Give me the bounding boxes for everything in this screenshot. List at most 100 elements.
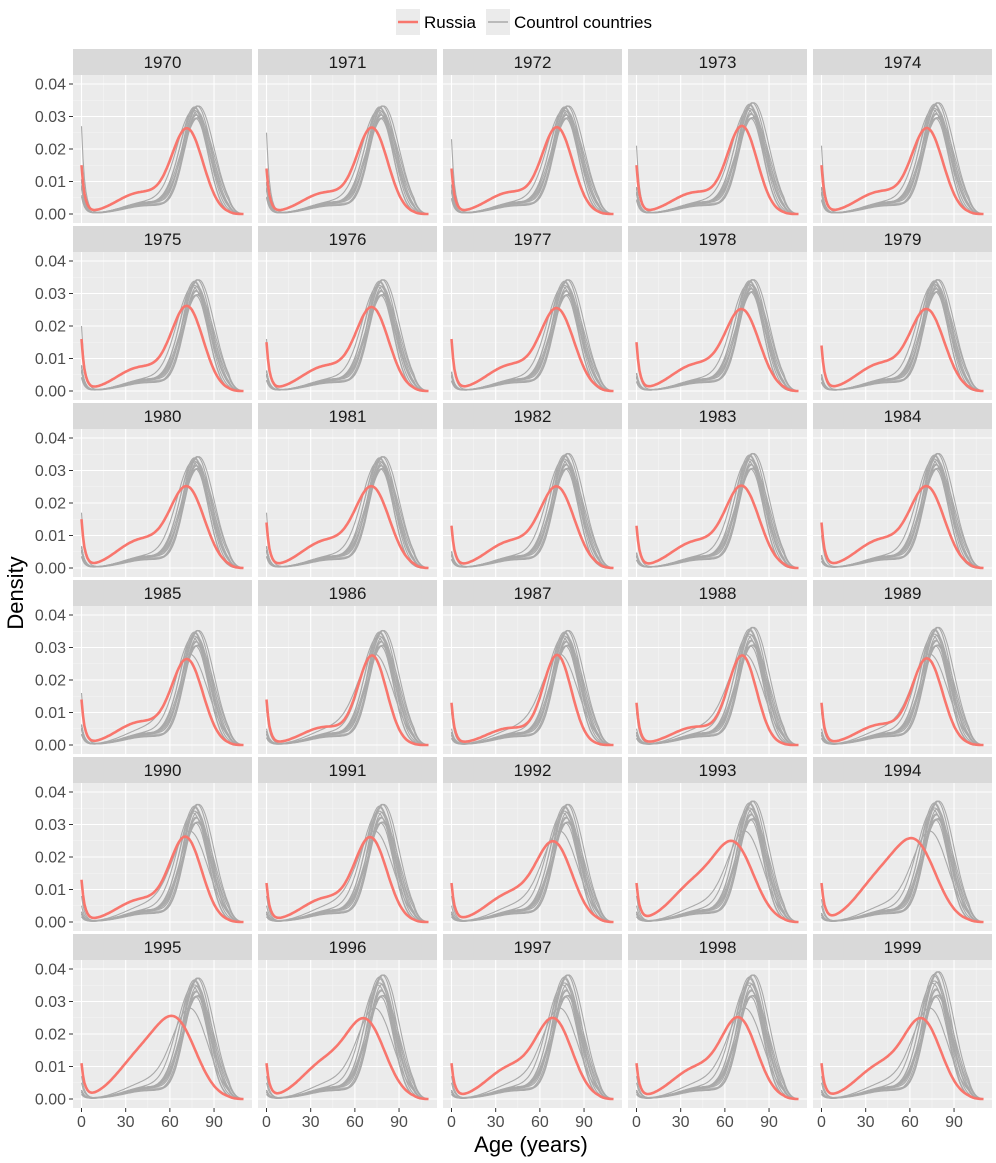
facet-panel-1970: 1970	[73, 49, 252, 223]
control-country-line	[265, 636, 429, 746]
facet-strip-label: 1981	[329, 407, 367, 426]
x-tick-label: 0	[262, 1114, 271, 1131]
facet-strip	[258, 934, 437, 960]
control-country-line	[821, 994, 984, 1100]
control-country-line	[820, 459, 984, 569]
facet-strip-label: 1970	[144, 53, 182, 72]
facet-panel-1992: 1992	[443, 757, 622, 931]
control-country-line	[821, 808, 984, 923]
facet-strip	[443, 757, 622, 783]
facet-panel-1994: 1994	[813, 757, 992, 931]
y-tick-label: 0.04	[35, 608, 66, 625]
x-tick-label: 60	[901, 1114, 919, 1131]
control-country-line	[820, 116, 984, 215]
facet-panel-1980: 1980	[73, 403, 252, 577]
russia-line	[450, 484, 614, 570]
facet-strip-label: 1997	[514, 938, 552, 957]
russia-line	[450, 125, 614, 216]
control-country-line	[265, 830, 429, 923]
facet-strip-label: 1977	[514, 230, 552, 249]
control-country-line	[80, 293, 244, 392]
facet-panel-1974: 1974	[813, 49, 992, 223]
control-country-line	[636, 983, 799, 1100]
facet-strip-label: 1996	[329, 938, 367, 957]
control-country-line	[265, 653, 429, 746]
x-tick-label: 60	[531, 1114, 549, 1131]
control-country-line	[450, 117, 614, 215]
y-tick-label: 0.03	[35, 994, 66, 1011]
facet-panel-1988: 1988	[628, 580, 807, 754]
x-tick-label: 0	[77, 1114, 86, 1131]
facet-strip	[443, 580, 622, 606]
facet-strip-label: 1993	[699, 761, 737, 780]
x-tick-label: 90	[945, 1114, 963, 1131]
control-country-line	[265, 293, 429, 392]
x-axis-title: Age (years)	[474, 1132, 588, 1157]
facet-strip-label: 1980	[144, 407, 182, 426]
facet-strip-label: 1995	[144, 938, 182, 957]
facet-plot-area	[73, 960, 252, 1108]
y-tick-label: 0.03	[35, 817, 66, 834]
control-country-line	[80, 830, 244, 923]
y-tick-label: 0.00	[35, 207, 66, 224]
facet-strip	[628, 580, 807, 606]
russia-line	[265, 484, 429, 570]
facet-strip-label: 1974	[884, 53, 922, 72]
facet-strip	[443, 226, 622, 252]
y-tick-label: 0.04	[35, 962, 66, 979]
russia-line	[450, 839, 614, 924]
facet-plot-area	[443, 252, 622, 400]
facet-plot-area	[258, 606, 437, 754]
facet-plot-area	[258, 429, 437, 577]
y-tick-label: 0.02	[35, 142, 66, 159]
facet-strip	[813, 226, 992, 252]
facet-strip	[813, 934, 992, 960]
control-country-line	[821, 290, 984, 392]
control-country-line	[821, 818, 984, 923]
control-country-line	[820, 108, 984, 215]
facet-plot-area	[443, 960, 622, 1108]
russia-line	[820, 657, 984, 747]
control-country-line	[635, 284, 799, 392]
russia-line	[820, 1016, 984, 1101]
control-country-line	[450, 459, 614, 569]
control-country-line	[266, 644, 429, 746]
russia-line	[820, 126, 984, 216]
facet-strip	[813, 403, 992, 429]
y-tick-label: 0.04	[35, 254, 66, 271]
y-tick-label: 0.04	[35, 77, 66, 94]
facet-panel-1987: 1987	[443, 580, 622, 754]
control-country-line	[635, 830, 799, 923]
facet-strip-label: 1978	[699, 230, 737, 249]
facet-strip-label: 1982	[514, 407, 552, 426]
facet-panel-1999: 1999	[813, 934, 992, 1108]
control-country-line	[450, 636, 614, 746]
y-tick-label: 0.01	[35, 705, 66, 722]
russia-line	[635, 307, 799, 393]
facet-panel-1976: 1976	[258, 226, 437, 400]
facet-panel-1997: 1997	[443, 934, 622, 1108]
control-country-line	[266, 994, 429, 1100]
y-tick-label: 0.01	[35, 528, 66, 545]
facet-plot-area	[73, 783, 252, 931]
y-tick-label: 0.02	[35, 1027, 66, 1044]
control-country-line	[450, 830, 614, 923]
control-country-line	[635, 116, 799, 215]
y-axis-title: Density	[3, 556, 28, 629]
control-country-line	[80, 1007, 244, 1100]
facet-strip	[628, 934, 807, 960]
russia-line	[265, 835, 429, 924]
y-tick-label: 0.03	[35, 286, 66, 303]
facet-panel-1991: 1991	[258, 757, 437, 931]
facet-plot-area	[258, 960, 437, 1108]
facet-panel-1978: 1978	[628, 226, 807, 400]
russia-line	[820, 836, 984, 924]
control-country-line	[635, 459, 799, 569]
russia-line	[80, 1014, 244, 1101]
x-tick-label: 0	[447, 1114, 456, 1131]
x-tick-label: 60	[161, 1114, 179, 1131]
y-tick-label: 0.00	[35, 738, 66, 755]
facet-strip-label: 1976	[329, 230, 367, 249]
facet-strip-label: 1983	[699, 407, 737, 426]
